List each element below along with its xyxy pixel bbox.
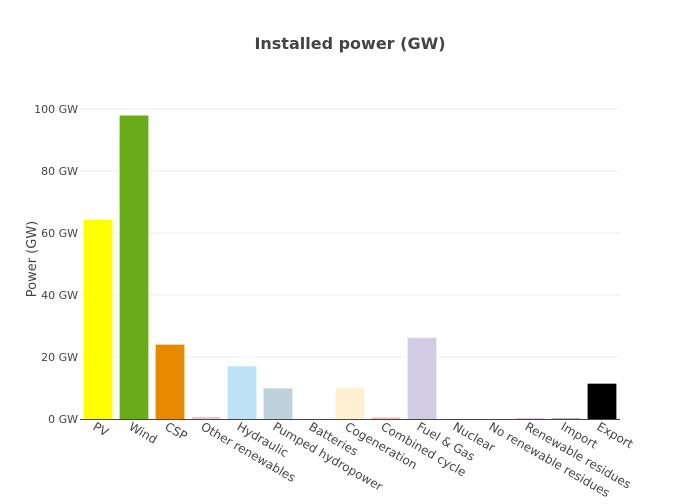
x-tick-label: Wind [127, 419, 160, 446]
bar[interactable] [156, 345, 185, 419]
bar[interactable] [84, 220, 113, 419]
bar[interactable] [336, 388, 365, 419]
y-tick-label: 80 GW [41, 165, 78, 178]
chart-title: Installed power (GW) [254, 34, 445, 53]
x-tick-label: Export [595, 419, 636, 451]
y-axis-title: Power (GW) [25, 221, 40, 298]
y-tick-label: 100 GW [34, 103, 78, 116]
x-tick-label: PV [91, 419, 112, 439]
gridlines [80, 109, 620, 357]
bar[interactable] [120, 116, 149, 419]
y-tick-label: 60 GW [41, 227, 78, 240]
bar[interactable] [264, 388, 293, 419]
x-tick-label: CSP [163, 419, 190, 443]
y-tick-label: 0 GW [48, 413, 78, 426]
bars [84, 116, 617, 419]
y-tick-labels: 0 GW 20 GW 40 GW 60 GW 80 GW 100 GW [34, 103, 78, 426]
bar[interactable] [408, 338, 437, 419]
bar[interactable] [228, 366, 257, 419]
y-tick-label: 40 GW [41, 289, 78, 302]
bar[interactable] [588, 384, 617, 419]
y-tick-label: 20 GW [41, 351, 78, 364]
